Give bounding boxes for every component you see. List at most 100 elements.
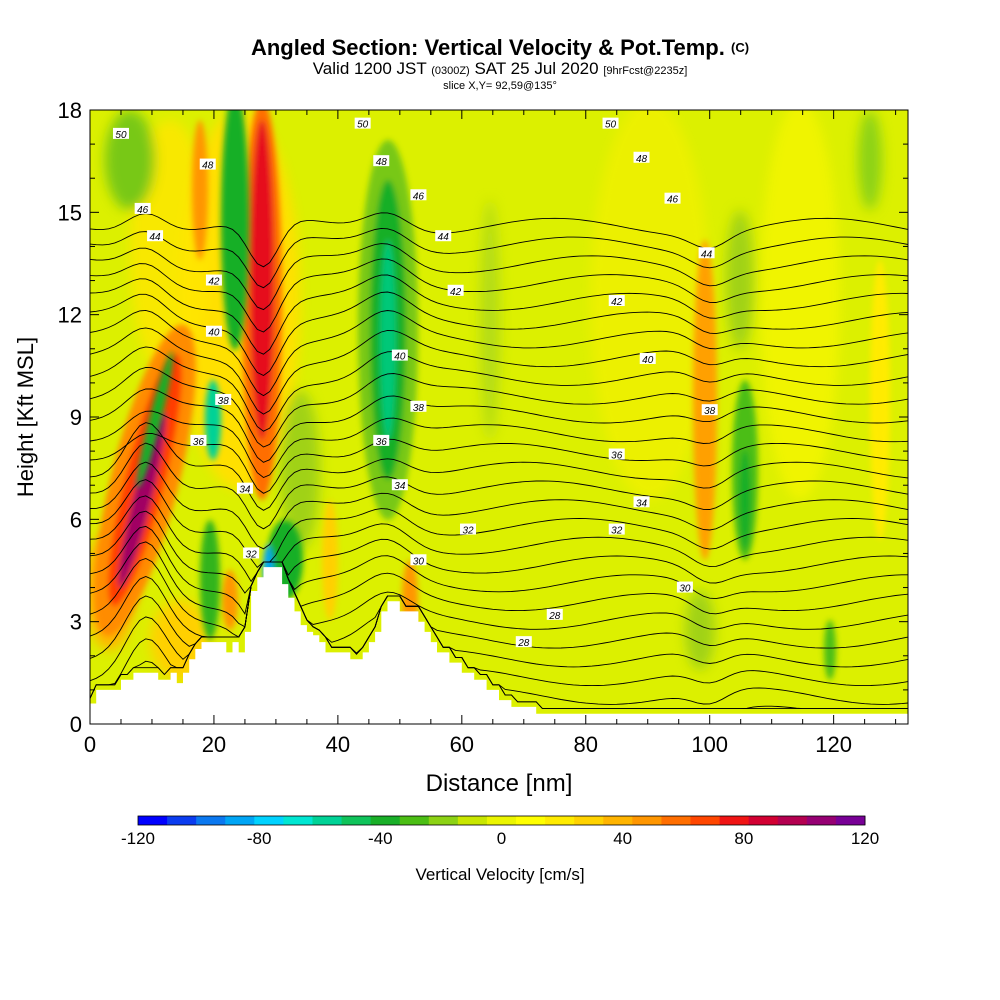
contour-label-text: 48 [376, 157, 388, 168]
colorbar: -120 -80 -40 0 40 80 120 [121, 815, 879, 848]
x-tick-label: 20 [202, 732, 226, 757]
contour-label: 30 [410, 554, 427, 567]
contour-label-text: 30 [413, 556, 425, 567]
contour-label-text: 32 [611, 526, 623, 537]
velocity-field: 50 50 50 48 48 48 46 46 46 44 44 44 42 42 42 40 40 40 38 38… [90, 110, 908, 724]
colorbar-swatch [399, 816, 430, 825]
contour-label: 44 [435, 230, 452, 243]
contour-label: 50 [602, 117, 619, 131]
contour-line [90, 243, 908, 311]
colorbar-tick-label: -120 [121, 829, 155, 848]
colorbar-swatch [545, 816, 575, 825]
x-tick-label: 100 [691, 732, 728, 757]
colorbar-tick-label: 40 [613, 829, 632, 848]
contour-label: 44 [147, 230, 164, 243]
contour-label: 44 [698, 247, 715, 260]
contour-line [90, 558, 908, 638]
colorbar-tick-label: -80 [247, 829, 272, 848]
colorbar-swatch [138, 816, 168, 825]
contour-label: 46 [410, 189, 427, 202]
y-tick-label: 6 [70, 507, 82, 532]
contour-label: 48 [373, 155, 390, 168]
chart-title: Angled Section: Vertical Velocity & Pot.… [0, 36, 1000, 60]
terrain-mask [90, 567, 908, 724]
contour-line [90, 495, 908, 583]
colorbar-swatch [690, 816, 721, 825]
title-tag: (C) [731, 40, 750, 55]
contour-label: 42 [205, 274, 222, 288]
y-axis-label: Height [Kft MSL] [13, 337, 38, 497]
contour-label-text: 38 [413, 403, 425, 414]
colorbar-swatch [603, 816, 633, 825]
contour-label-text: 34 [394, 481, 406, 492]
x-tick-label: 0 [84, 732, 96, 757]
contour-line [90, 346, 908, 432]
contour-line [90, 433, 908, 494]
contour-label: 36 [190, 434, 207, 448]
contour-label: 32 [460, 523, 477, 537]
colorbar-swatch [748, 816, 779, 825]
contour-label: 30 [676, 581, 693, 595]
contour-label: 42 [608, 295, 625, 308]
contour-label-text: 50 [115, 130, 127, 141]
title-main: Angled Section: Vertical Velocity & Pot.… [250, 35, 725, 60]
contour-label-text: 38 [218, 396, 230, 407]
contour-label-text: 46 [667, 195, 679, 206]
colorbar-swatch [806, 816, 837, 825]
contour-line [90, 388, 908, 463]
x-tick-label: 40 [326, 732, 350, 757]
contour-label-text: 42 [611, 297, 623, 308]
contour-label-text: 46 [413, 191, 425, 202]
colorbar-tick-label: 80 [734, 829, 753, 848]
y-tick-label: 12 [58, 303, 82, 328]
colorbar-tick-label: -40 [368, 829, 393, 848]
colorbar-swatch [196, 816, 226, 825]
contour-label: 34 [633, 496, 650, 509]
contour-line [90, 410, 908, 479]
contour-label: 38 [701, 404, 718, 417]
contour-line [90, 422, 908, 511]
contour-label-text: 34 [636, 498, 648, 509]
theta-contours [90, 212, 908, 710]
chart-subtitle: Valid 1200 JST (0300Z) SAT 25 Jul 2020 [… [0, 60, 1000, 80]
valid-date: SAT 25 Jul 2020 [474, 59, 599, 78]
contour-label-text: 42 [450, 287, 462, 298]
colorbar-tick-label: 0 [497, 829, 506, 848]
colorbar-swatch [516, 816, 546, 825]
contour-label-text: 36 [611, 451, 623, 462]
contour-label-text: 40 [394, 352, 406, 363]
contour-label-text: 40 [642, 355, 654, 366]
colorbar-swatch [370, 816, 401, 825]
contour-line [90, 327, 908, 415]
y-tick-label: 3 [70, 610, 82, 635]
contour-label: 34 [391, 479, 408, 492]
contour-labels: 50 50 50 48 48 48 46 46 46 44 44 44 42 42 42 40 40 40 38 38… [112, 117, 718, 649]
x-axis-label: Distance [nm] [426, 770, 573, 797]
contour-label-text: 50 [357, 120, 369, 131]
contour-label: 48 [199, 158, 216, 172]
y-tick-label: 15 [58, 200, 82, 225]
contour-label-text: 36 [193, 437, 205, 448]
contour-label-text: 36 [376, 437, 388, 448]
y-tick-label: 18 [58, 98, 82, 123]
contour-line [90, 510, 908, 594]
contour-label-text: 46 [137, 205, 149, 216]
contour-label-text: 48 [202, 161, 214, 172]
forecast-label: [9hrFcst@2235z] [603, 65, 688, 77]
valid-utc: (0300Z) [431, 65, 470, 77]
valid-time: Valid 1200 JST [312, 59, 427, 78]
colorbar-tick-label: 120 [851, 829, 879, 848]
contour-line [90, 561, 908, 649]
slice-label: slice X,Y= 92,59@135° [443, 80, 557, 92]
contour-label: 50 [112, 127, 129, 141]
contour-label-text: 32 [246, 549, 258, 560]
contour-label-text: 32 [462, 526, 474, 537]
colorbar-swatch [457, 816, 488, 825]
colorbar-swatch [428, 816, 459, 825]
x-tick-label: 120 [815, 732, 852, 757]
contour-label-text: 28 [548, 611, 561, 622]
colorbar-frame [137, 815, 866, 826]
contour-line [90, 442, 908, 530]
